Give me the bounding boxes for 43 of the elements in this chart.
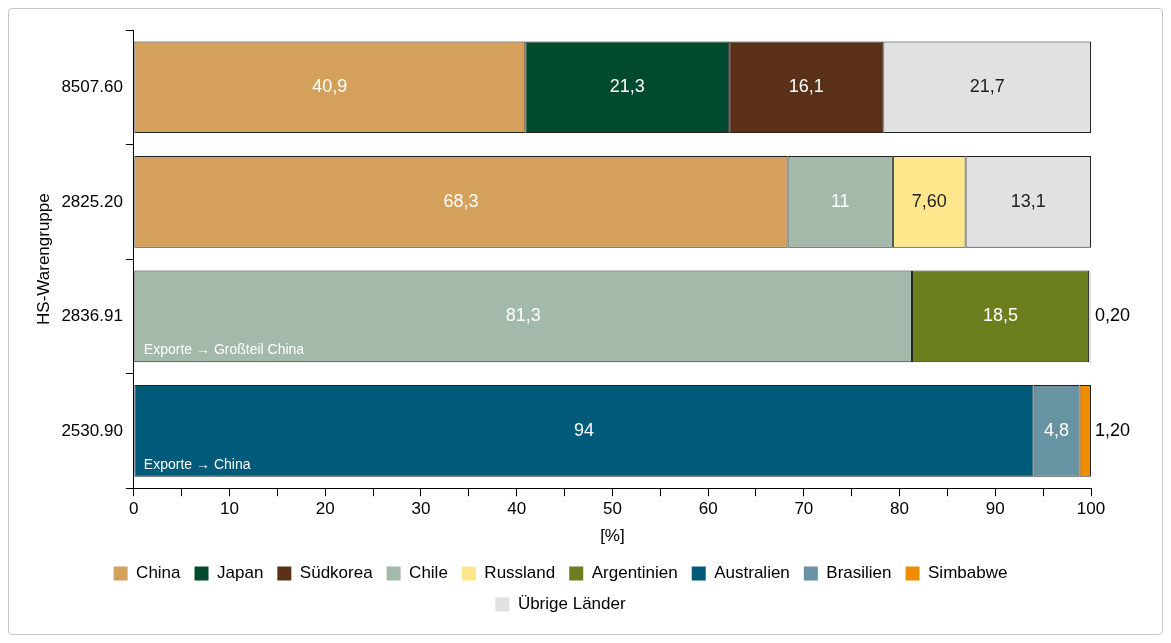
x-tick-label: 10 bbox=[220, 499, 240, 519]
data-label: 18,5 bbox=[983, 305, 1019, 326]
legend-label: Australien bbox=[714, 563, 790, 583]
data-label: 94 bbox=[573, 419, 594, 440]
x-tick-label: 50 bbox=[602, 499, 622, 519]
legend-label: Russland bbox=[484, 563, 556, 583]
x-axis-title: [%] bbox=[600, 526, 625, 546]
x-tick-label: 40 bbox=[507, 499, 527, 519]
data-label: 81,3 bbox=[505, 305, 541, 326]
y-tick-label: 2530.90 bbox=[61, 420, 123, 440]
legend-label: Südkorea bbox=[299, 563, 374, 583]
data-label: 40,9 bbox=[312, 76, 348, 97]
x-tick-label: 100 bbox=[1076, 499, 1106, 519]
x-tick-label: 90 bbox=[985, 499, 1005, 519]
y-tick-label: 8507.60 bbox=[61, 76, 123, 96]
data-label: 4,8 bbox=[1044, 419, 1070, 440]
y-axis-title: HS-Warengruppe bbox=[33, 193, 53, 325]
y-tick-label: 2825.20 bbox=[61, 191, 123, 211]
legend-label: Brasilien bbox=[826, 563, 892, 583]
data-label: 21,3 bbox=[609, 76, 645, 97]
data-label: 13,1 bbox=[1010, 190, 1046, 211]
legend-label: Simbabwe bbox=[928, 563, 1008, 583]
x-tick-label: 30 bbox=[411, 499, 431, 519]
data-label: 1,20 bbox=[1095, 419, 1131, 440]
x-tick-label: 0 bbox=[129, 499, 139, 519]
data-label: 68,3 bbox=[443, 190, 479, 211]
data-label: 11 bbox=[830, 190, 850, 211]
y-tick-label: 2836.91 bbox=[61, 306, 123, 326]
data-label: 0,20 bbox=[1095, 305, 1131, 326]
legend-label: Japan bbox=[217, 563, 264, 583]
annotation: Exporte → China bbox=[143, 455, 251, 472]
legend-label: China bbox=[136, 563, 182, 583]
x-tick-label: 60 bbox=[698, 499, 718, 519]
annotation: Exporte → Großteil China bbox=[143, 341, 305, 358]
x-tick-label: 70 bbox=[794, 499, 814, 519]
data-label: 7,60 bbox=[911, 190, 947, 211]
legend-label: Chile bbox=[409, 563, 448, 583]
legend-label: Übrige Länder bbox=[517, 594, 626, 614]
data-label: 16,1 bbox=[788, 76, 824, 97]
x-tick-label: 20 bbox=[315, 499, 335, 519]
data-label: 21,7 bbox=[969, 76, 1005, 97]
x-tick-label: 80 bbox=[890, 499, 910, 519]
legend-label: Argentinien bbox=[591, 563, 678, 583]
